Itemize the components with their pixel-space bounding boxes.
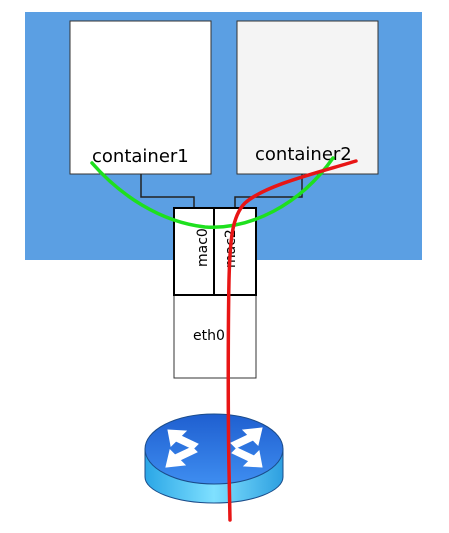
container1-link: [140, 174, 195, 208]
container1-label: container1: [92, 146, 189, 167]
router-icon: [144, 413, 284, 504]
container2-link: [234, 174, 303, 208]
green-path: [90, 156, 335, 229]
container1-box: container1: [69, 20, 212, 175]
container2-box: container2: [236, 20, 379, 175]
eth0-label: eth0: [193, 328, 225, 344]
mac0-label: mac0: [195, 228, 211, 267]
red-path: [226, 159, 358, 522]
container2-label: container2: [255, 144, 352, 165]
